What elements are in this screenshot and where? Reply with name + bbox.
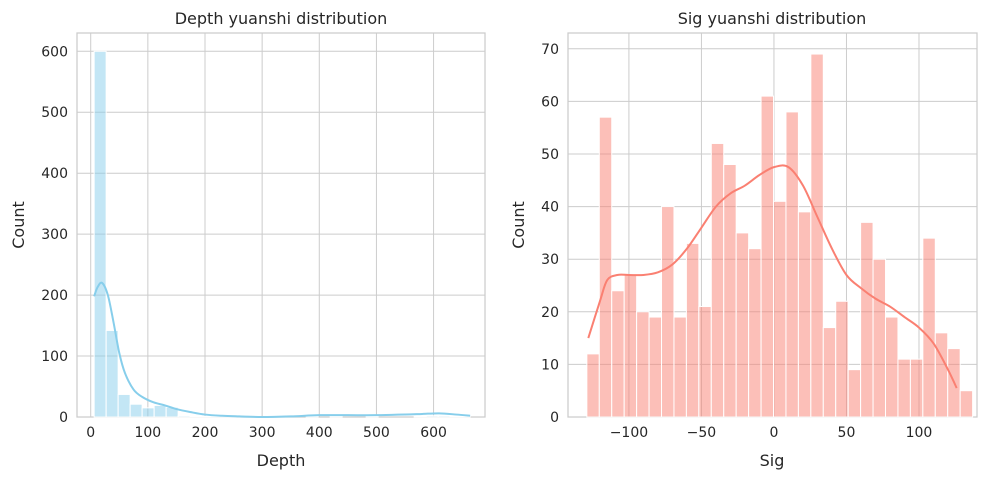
histogram-bar <box>153 404 167 418</box>
y-tick-label: 40 <box>541 200 559 216</box>
histogram-bar <box>117 393 131 418</box>
depth-y-axis-label: Count <box>9 201 28 249</box>
histogram-bar <box>425 415 439 418</box>
histogram-bar <box>872 258 887 418</box>
histogram-bar <box>773 200 787 418</box>
histogram-bar <box>93 50 107 418</box>
histogram-bar <box>710 142 725 418</box>
depth-histogram-bars <box>93 50 471 418</box>
y-tick-label: 0 <box>550 410 559 426</box>
y-tick-label: 400 <box>41 166 68 182</box>
y-tick-label: 60 <box>541 94 559 110</box>
histogram-bar <box>685 242 700 418</box>
histogram-bar <box>835 300 849 418</box>
y-tick-label: 100 <box>41 349 68 365</box>
sig-kde-line <box>587 164 958 389</box>
depth-x-axis-label: Depth <box>257 451 306 470</box>
histogram-bar <box>598 116 613 418</box>
y-tick-label: 50 <box>541 147 559 163</box>
depth-kde-line <box>93 281 471 419</box>
histogram-bar <box>797 211 812 418</box>
histogram-bar <box>885 316 899 418</box>
histogram-bar <box>785 111 799 418</box>
y-tick-label: 600 <box>41 44 68 60</box>
histogram-bar <box>760 95 775 418</box>
histogram-bar <box>586 353 600 418</box>
histogram-bar <box>129 403 143 418</box>
histogram-bar <box>723 164 737 418</box>
histogram-bar <box>909 358 924 418</box>
depth-chart: 0 100 200 300 400 500 600 0100200300400500600 … <box>9 9 486 470</box>
y-tick-label: 300 <box>41 227 68 243</box>
y-tick-label: 10 <box>541 357 559 373</box>
histogram-bar <box>413 415 427 418</box>
depth-x-tick-labels: 0 100 200 300 400 500 600 <box>86 425 447 441</box>
x-tick-label: 400 <box>306 425 333 441</box>
sig-x-axis-label: Sig <box>760 451 785 470</box>
histogram-bar <box>623 274 638 418</box>
y-tick-label: 200 <box>41 288 68 304</box>
y-tick-label: 70 <box>541 42 559 58</box>
histogram-bar <box>449 415 463 418</box>
histogram-bar <box>611 290 625 418</box>
x-tick-label: −50 <box>687 425 717 441</box>
depth-gridlines <box>77 33 485 418</box>
histogram-bar <box>748 248 762 418</box>
sig-chart-title: Sig yuanshi distribution <box>678 9 867 28</box>
histogram-bar <box>648 316 663 418</box>
histogram-bar <box>698 306 712 418</box>
sig-x-tick-labels: −100 −50 0 50 100 <box>610 425 933 441</box>
histogram-bar <box>105 329 119 418</box>
histogram-bar <box>673 316 687 418</box>
histogram-bar <box>822 327 837 418</box>
x-tick-label: 200 <box>192 425 219 441</box>
histogram-bar <box>189 415 203 418</box>
y-tick-label: 500 <box>41 105 68 121</box>
y-tick-label: 20 <box>541 305 559 321</box>
y-tick-label: 0 <box>59 410 68 426</box>
sig-chart: −100 −50 0 50 100 0 10 20 30 40 50 60 70 Sig yuansh… <box>509 9 978 470</box>
x-tick-label: 600 <box>420 425 447 441</box>
histogram-bar <box>141 407 155 418</box>
sig-y-tick-labels: 0 10 20 30 40 50 60 70 <box>541 42 559 426</box>
histogram-bar <box>661 206 675 418</box>
x-tick-label: 100 <box>906 425 933 441</box>
sig-y-axis-label: Count <box>509 201 528 249</box>
histogram-bar <box>922 237 936 418</box>
x-tick-label: 0 <box>86 425 95 441</box>
x-tick-label: 0 <box>769 425 778 441</box>
y-tick-label: 30 <box>541 252 559 268</box>
histogram-bar <box>177 415 191 418</box>
x-tick-label: 100 <box>134 425 161 441</box>
histogram-bar <box>810 53 824 418</box>
depth-chart-title: Depth yuanshi distribution <box>175 9 388 28</box>
histogram-bar <box>847 369 862 418</box>
histogram-bar <box>329 415 343 418</box>
histogram-bar <box>636 311 650 418</box>
histogram-bar <box>735 232 750 418</box>
x-tick-label: 300 <box>249 425 276 441</box>
histogram-bar <box>860 221 874 418</box>
depth-plot-area <box>76 32 486 418</box>
x-tick-label: −100 <box>610 425 648 441</box>
histogram-bar <box>437 415 451 418</box>
histogram-bar <box>934 332 949 418</box>
depth-y-tick-labels: 0 100 200 300 400 500 600 <box>41 44 68 426</box>
x-tick-label: 500 <box>363 425 390 441</box>
x-tick-label: 50 <box>838 425 856 441</box>
histogram-bar <box>201 415 215 418</box>
histogram-bar <box>365 415 379 418</box>
histogram-bar <box>897 358 911 418</box>
histogram-bar <box>959 390 974 418</box>
